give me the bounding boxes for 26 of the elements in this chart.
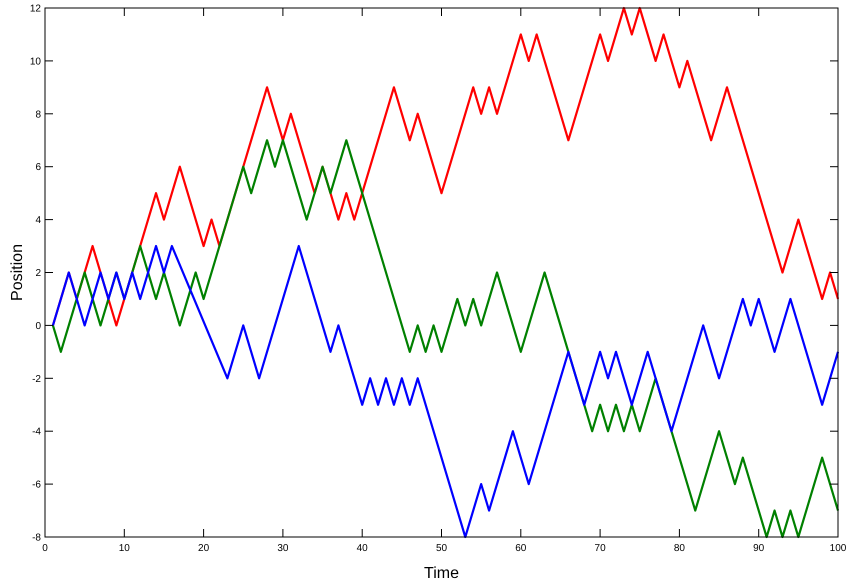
x-axis-title: Time (424, 565, 460, 582)
x-tick-label: 80 (674, 543, 686, 554)
x-tick-label: 40 (356, 543, 368, 554)
y-tick-label: 0 (35, 320, 42, 332)
x-tick-label: 100 (830, 543, 847, 554)
y-tick-label: 4 (35, 215, 42, 226)
x-tick-label: 70 (594, 543, 606, 554)
y-tick-label: -4 (32, 426, 42, 438)
y-axis-title: Position (9, 244, 26, 301)
y-tick-label: -6 (32, 480, 42, 491)
y-tick-label: 12 (30, 4, 42, 14)
y-tick-label: -2 (32, 374, 42, 385)
x-tick-label: 50 (436, 543, 448, 554)
y-tick-label: 8 (35, 109, 42, 120)
x-tick-label: 60 (515, 543, 527, 554)
y-tick-label: 2 (35, 268, 42, 279)
x-tick-label: 30 (277, 543, 289, 554)
line-series (52, 139, 840, 538)
x-tick-label: 90 (753, 543, 765, 554)
y-tick-label: 6 (35, 162, 42, 174)
y-tick-label: 10 (30, 56, 42, 68)
line-series (52, 244, 840, 538)
y-tick-label: -8 (32, 532, 42, 544)
x-tick-label: 10 (118, 543, 130, 554)
x-tick-label: 20 (198, 543, 210, 554)
x-tick-label: 0 (42, 543, 48, 554)
